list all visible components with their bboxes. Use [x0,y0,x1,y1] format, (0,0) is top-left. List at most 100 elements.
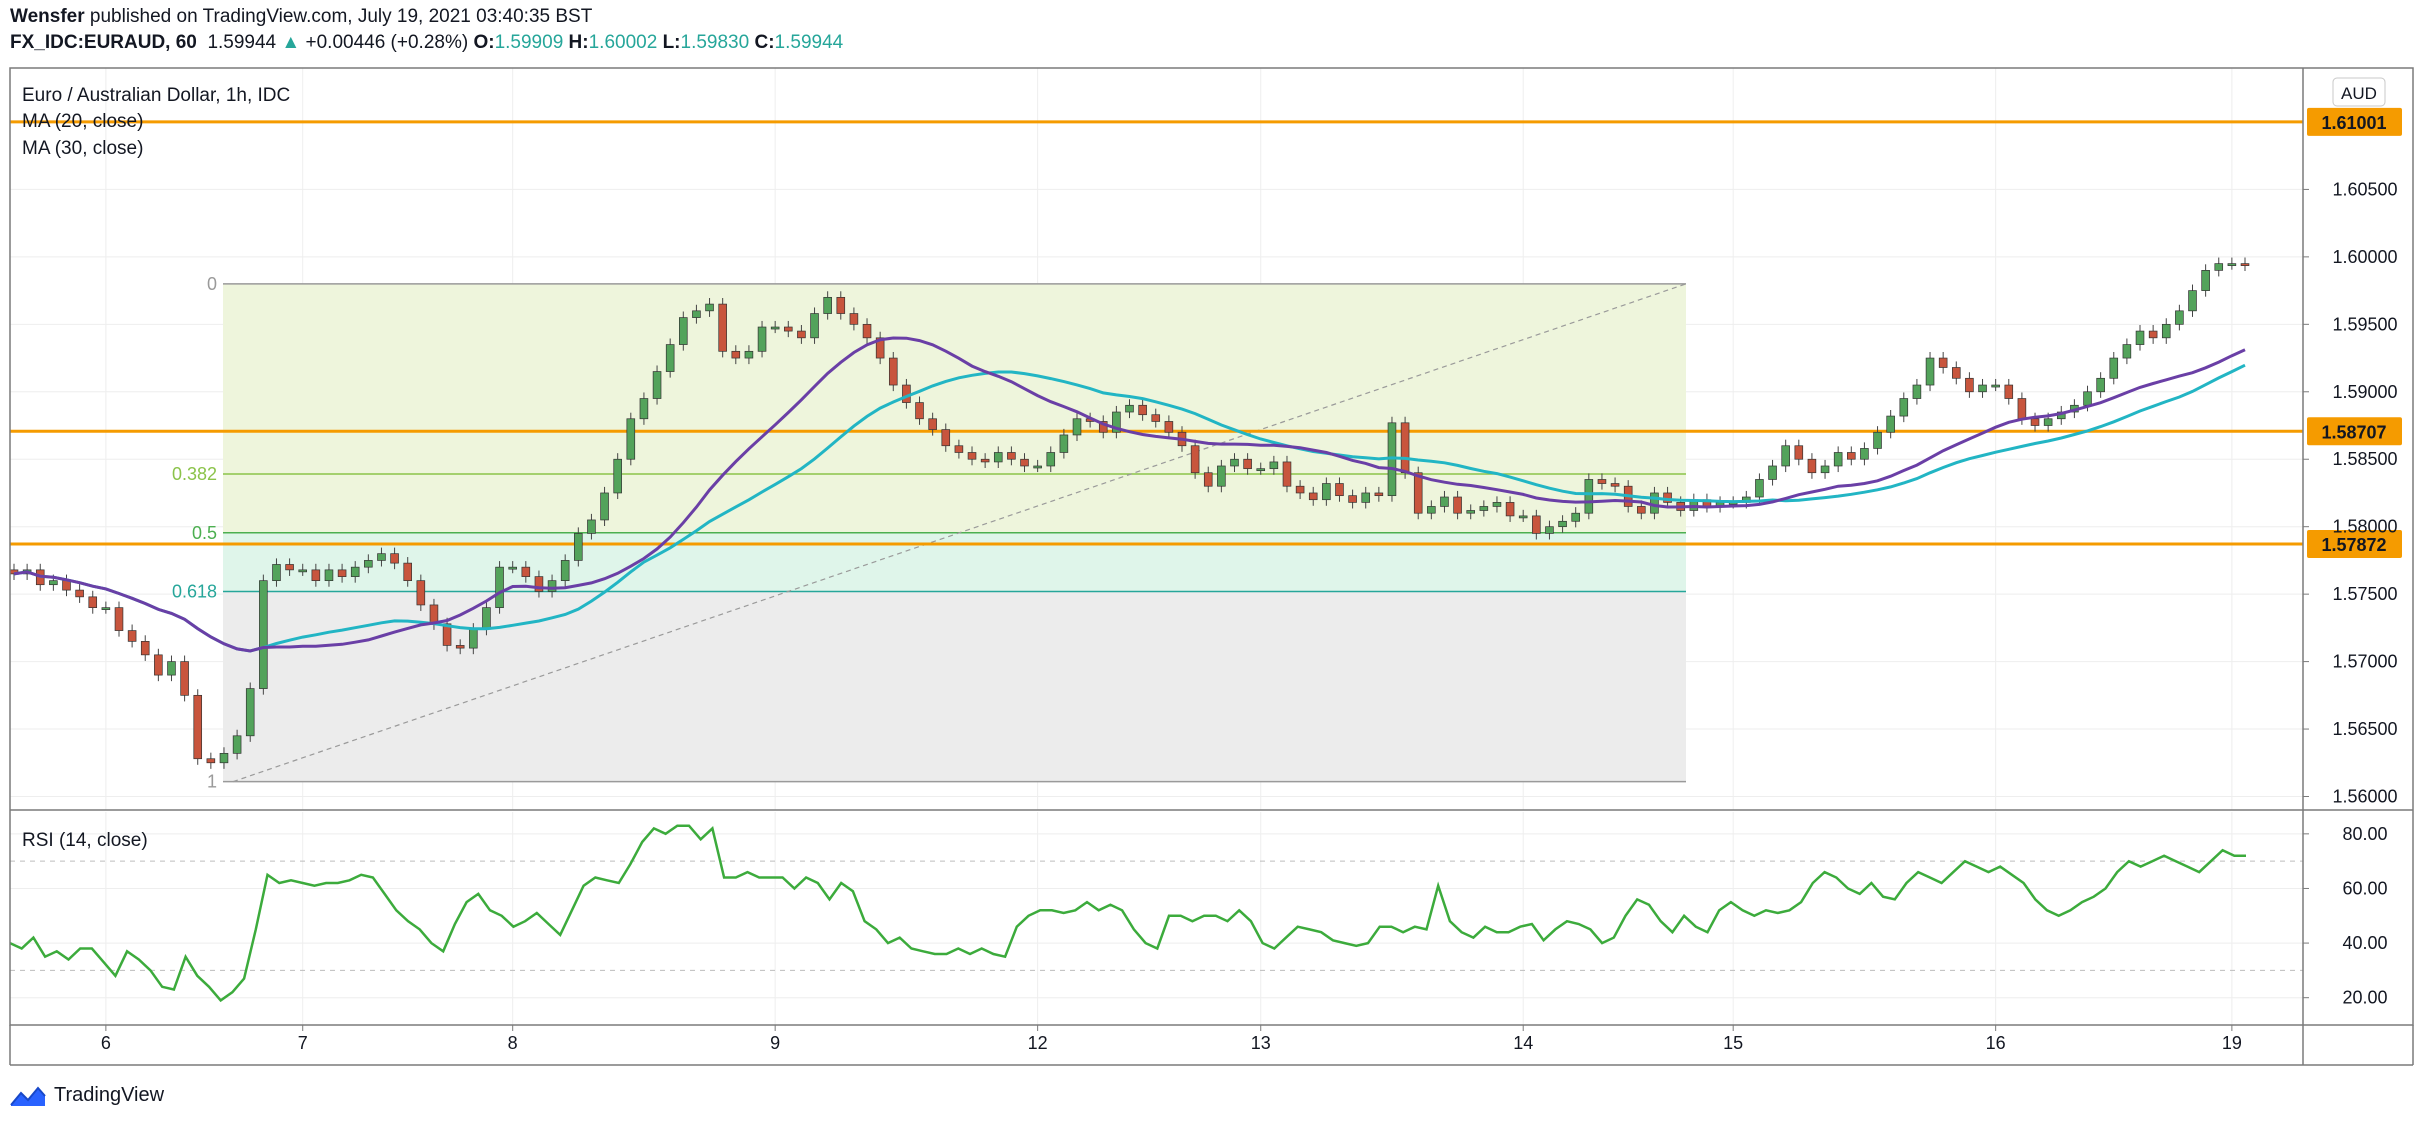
candle-body [1965,377,1974,393]
close-label: C: [754,32,775,53]
candle-body [2161,323,2171,339]
ma20-line [13,336,2246,653]
candle-body [62,580,71,591]
high-label: H: [568,32,589,53]
time-tick-label: 15 [1723,1033,1743,1053]
horizontal-lines[interactable]: 1.61001 1.58707 1.57872 [10,107,2402,558]
price-tick-label: 1.58000 [2332,517,2397,537]
candle-body [1584,479,1594,514]
fib-level-label: 0.382 [172,464,217,484]
candle-body [337,569,347,577]
price-change: +0.00446 (+0.28%) [305,32,469,53]
rsi-tick-label: 20.00 [2342,988,2387,1008]
candle-body [770,326,780,330]
candle-body [613,458,622,494]
currency-badge[interactable]: AUD [2332,77,2386,107]
rsi-pane[interactable] [9,824,2303,1003]
candle-body [1164,421,1174,433]
candle-body [1413,472,1423,514]
candle-body [403,562,412,582]
rsi-legend[interactable]: RSI (14, close) [22,830,148,851]
candle-body [1637,506,1646,514]
horizontal-line-badge [2307,107,2402,136]
candle-body [1466,510,1475,514]
candle-body [954,445,964,453]
brand-name: TradingView [54,1084,165,1106]
candle-body [1479,506,1489,511]
ma20-legend[interactable]: MA (20, close) [22,111,143,132]
candle-body [1518,515,1528,519]
currency-label: AUD [2341,84,2377,103]
candle-body [285,564,294,571]
candle-body [2096,377,2105,393]
candle-body [193,694,203,760]
fib-level-label: 0 [207,274,217,294]
candle-body [862,323,872,339]
candle-body [784,326,793,332]
candle-body [1269,461,1279,470]
candle-body [521,566,531,577]
candle-body [2083,391,2092,406]
publisher-name[interactable]: Wensfer [10,6,85,27]
candle-body [154,654,163,676]
horizontal-line-label: 1.61001 [2321,113,2386,133]
candle-body [1230,458,1239,467]
candle-body [1322,483,1331,501]
fib-zone [223,474,1686,533]
time-tick-label: 6 [101,1033,111,1053]
candle-body [1138,404,1147,416]
candle-body [849,313,859,325]
horizontal-line-badge [2307,529,2402,558]
candle-body [1203,472,1213,487]
candle-body [1361,492,1371,503]
price-tick-label: 1.59000 [2332,382,2397,402]
price-tick-label: 1.57000 [2332,652,2397,672]
rsi-line [9,824,2246,1003]
last-price: 1.59944 [207,32,277,53]
candle-body [127,630,137,642]
candle-body [665,344,675,372]
candle-body [692,310,701,318]
candle-body [1833,452,1843,467]
candle-body [560,560,570,582]
candle-body [1991,384,2000,388]
candle-body [1282,461,1292,487]
price-tick-label: 1.56000 [2332,787,2397,807]
candle-body [1098,421,1108,433]
candle-body [574,533,583,561]
candle-body [836,296,846,314]
time-tick-label: 8 [508,1033,518,1053]
candle-body [547,580,557,592]
candle-body [941,429,951,447]
candle-body [679,317,688,345]
open-value: 1.59909 [494,32,564,53]
candle-body [639,398,649,420]
candle-body [232,735,242,754]
fib-zone [223,532,1686,592]
candle-body [1886,415,1895,433]
fibonacci-retracement[interactable]: 0 0.382 0.5 0.618 1 [172,274,1687,792]
candle-body [1938,357,1948,368]
candle-body [1781,445,1790,467]
candle-body [1820,465,1830,474]
candle-body [888,357,898,386]
ma30-legend[interactable]: MA (30, close) [22,138,143,159]
axes: 1.60500 1.60000 1.59500 1.59000 1.58500 1.580… [9,67,2414,1066]
candle-body [206,758,216,764]
candle-body [416,580,426,606]
price-tick-label: 1.59500 [2332,314,2397,334]
symbol-name[interactable]: FX_IDC:EURAUD, 60 [10,32,197,53]
time-tick-label: 7 [298,1033,308,1053]
candle-body [101,607,111,610]
candle-body [1046,452,1056,467]
tradingview-brand[interactable]: TradingView [10,1084,164,1107]
chart-title: Euro / Australian Dollar, 1h, IDC [22,85,290,106]
candle-body [1873,431,1882,449]
candle-body [1335,483,1344,497]
candle-body [2188,290,2197,312]
fib-level-label: 0.5 [192,523,217,543]
candle-body [245,688,255,737]
candle-body [1492,502,1502,507]
candle-body [1899,398,1909,417]
